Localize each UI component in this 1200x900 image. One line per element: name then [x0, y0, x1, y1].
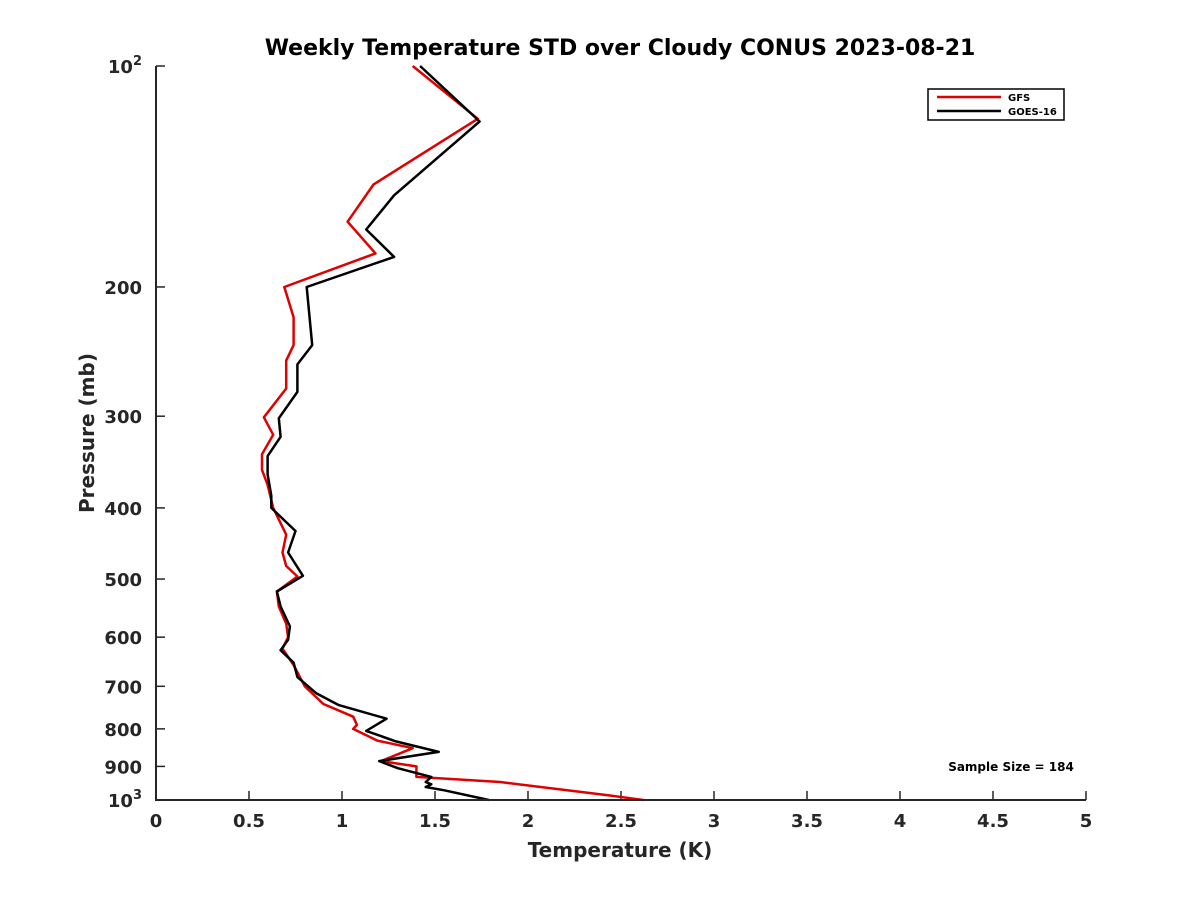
- y-tick-base: 10: [108, 791, 133, 812]
- y-tick-base: 10: [108, 57, 133, 78]
- y-tick-label: 900: [104, 757, 142, 778]
- y-tick-label: 300: [104, 407, 142, 428]
- sample-size-annotation: Sample Size = 184: [948, 760, 1074, 774]
- x-tick-label: 3: [708, 811, 721, 832]
- x-tick-label: 1.5: [419, 811, 451, 832]
- legend-label: GOES-16: [1008, 107, 1057, 118]
- y-tick-exponent: 3: [133, 788, 142, 803]
- legend-label: GFS: [1008, 93, 1030, 104]
- legend-box: [927, 88, 1065, 121]
- x-tick-label: 4.5: [977, 811, 1009, 832]
- legend: GFS GOES-16: [927, 88, 1065, 121]
- y-tick-label: 200: [104, 278, 142, 299]
- series-line-gfs: [260, 65, 644, 802]
- x-tick-label: 5: [1080, 811, 1093, 832]
- axis-frame: [155, 66, 1086, 801]
- chart-title: Weekly Temperature STD over Cloudy CONUS…: [265, 36, 976, 61]
- x-tick-label: 2.5: [605, 811, 637, 832]
- series-layer: [260, 65, 644, 802]
- x-tick-label: 3.5: [791, 811, 823, 832]
- x-tick-label: 0.5: [233, 811, 265, 832]
- x-tick-label: 0: [150, 811, 163, 832]
- y-tick-label: 400: [104, 499, 142, 520]
- y-tick-label: 600: [104, 628, 142, 649]
- y-tick-exponent: 2: [133, 54, 142, 69]
- x-axis-label: Temperature (K): [528, 838, 713, 862]
- y-tick-label: 700: [104, 677, 142, 698]
- x-tick-label: 2: [522, 811, 535, 832]
- y-tick-label: 800: [104, 720, 142, 741]
- y-tick-label: 500: [104, 570, 142, 591]
- x-tick-label: 1: [336, 811, 349, 832]
- axes-layer: 0 0.5 1 1.5 2 2.5 3 3.5 4 4.5 51022003004005006007…: [104, 54, 1092, 832]
- y-axis-label: Pressure (mb): [75, 353, 99, 513]
- x-tick-label: 4: [894, 811, 907, 832]
- series-line-goes-16: [266, 65, 490, 802]
- y-tick-label: 102: [108, 54, 142, 78]
- y-tick-label: 103: [108, 788, 142, 812]
